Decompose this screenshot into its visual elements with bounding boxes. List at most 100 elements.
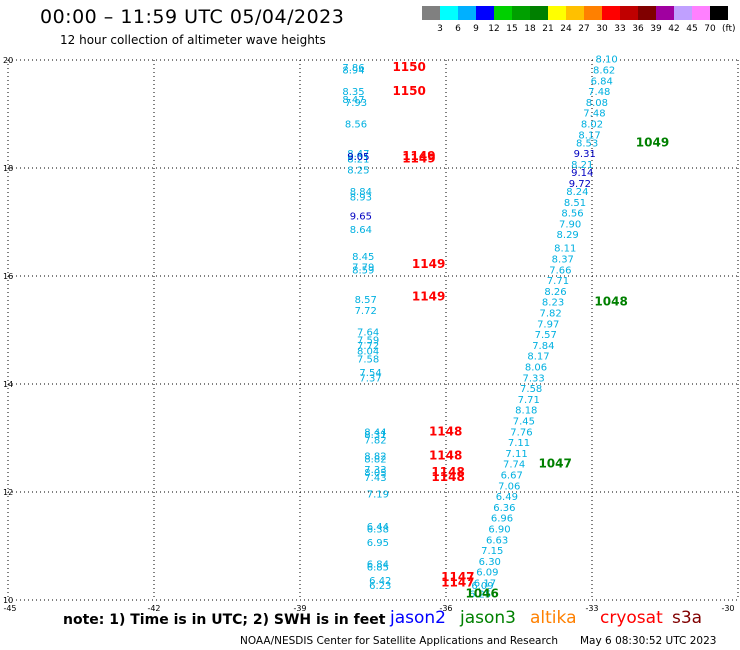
wave-height-value: 8.62 [593, 66, 615, 77]
wave-height-value: 8.37 [552, 255, 574, 266]
wave-height-value: 7.64 [357, 327, 379, 338]
legend-label: 6 [455, 24, 461, 34]
page-title: 00:00 – 11:59 UTC 05/04/2023 [40, 6, 345, 28]
y-tick-label: 18 [3, 164, 13, 173]
legend-swatch [530, 6, 548, 20]
wave-height-value: 7.11 [505, 449, 527, 460]
wave-height-value: 8.45 [352, 252, 374, 263]
wave-height-value: 7.93 [345, 98, 367, 109]
wave-height-value: 6.95 [367, 538, 389, 549]
wave-height-value: 7.84 [532, 341, 554, 352]
legend-swatch [548, 6, 566, 20]
wave-height-value: 8.04 [357, 346, 379, 357]
wave-height-value: 8.64 [350, 225, 372, 236]
wave-height-value: 7.59 [357, 336, 379, 347]
wave-height-value: 8.57 [355, 295, 377, 306]
legend-label: 24 [560, 24, 572, 34]
wave-height-value: 9.72 [569, 179, 591, 190]
pass-time-label: 1149 [412, 257, 445, 271]
legend-swatch [602, 6, 620, 20]
legend-label: (ft) [722, 24, 736, 34]
wave-height-value: 7.57 [535, 330, 557, 341]
wave-height-value: 6.84 [591, 76, 613, 87]
pass-time-label: 1147 [441, 570, 474, 584]
wave-height-value: 7.43 [364, 473, 386, 484]
wave-height-value: 8.17 [527, 352, 549, 363]
wave-height-value: 7.72 [357, 341, 379, 352]
legend-label: 45 [686, 24, 697, 34]
legend-label: 33 [614, 24, 625, 34]
wave-height-value: 7.37 [359, 373, 381, 384]
wave-height-value: 7.82 [540, 309, 562, 320]
legend-label: 42 [668, 24, 679, 34]
wave-height-value: 6.36 [493, 503, 515, 514]
pass-time-label: 1047 [538, 457, 571, 471]
legend-swatch [692, 6, 710, 20]
wave-height-value: 8.82 [364, 452, 386, 463]
wave-height-value: 8.02 [581, 120, 603, 131]
pass-time-label: 1147 [441, 576, 474, 590]
pass-time-label: 1049 [636, 135, 669, 149]
wave-height-value: 8.56 [345, 120, 367, 131]
wave-height-value: 7.33 [364, 465, 386, 476]
legend-swatch [494, 6, 512, 20]
wave-height-value: 7.71 [518, 395, 540, 406]
wave-height-value: 8.44 [364, 427, 386, 438]
wave-height-value: 8.35 [342, 87, 364, 98]
wave-height-value: 7.79 [352, 263, 374, 274]
x-tick-label: -33 [585, 604, 598, 613]
legend-label: 27 [578, 24, 589, 34]
wave-height-value: 8.21 [347, 155, 369, 166]
wave-height-value: 8.51 [564, 198, 586, 209]
legend-label: 39 [650, 24, 662, 34]
satellite-altika-label: altika [530, 608, 577, 628]
pass-time-label: 1148 [431, 465, 464, 479]
generated-timestamp: May 6 08:30:52 UTC 2023 [580, 635, 717, 647]
wave-height-value: 7.48 [583, 109, 605, 120]
wave-height-value: 7.82 [364, 435, 386, 446]
wave-height-value: 8.47 [342, 95, 364, 106]
wave-height-value: 8.06 [525, 363, 547, 374]
wave-height-value: 7.71 [547, 276, 569, 287]
legend-label: 36 [632, 24, 644, 34]
legend-swatch [620, 6, 638, 20]
wave-height-value: 8.47 [347, 149, 369, 160]
wave-height-value: 7.06 [498, 481, 520, 492]
wave-height-value: 6.63 [486, 535, 508, 546]
legend-swatch [710, 6, 728, 20]
wave-height-value: 9.31 [574, 149, 596, 160]
legend-label: 9 [473, 24, 479, 34]
legend-swatch [458, 6, 476, 20]
wave-height-value: 8.53 [576, 138, 598, 149]
legend-label: 3 [437, 24, 443, 34]
wave-height-value: 7.54 [359, 368, 381, 379]
pass-time-label: 1148 [431, 470, 464, 484]
wave-height-value: 6.25 [469, 589, 491, 600]
wave-height-value: 7.15 [481, 546, 503, 557]
legend-swatch [674, 6, 692, 20]
wave-height-value: 6.17 [474, 579, 496, 590]
y-tick-label: 10 [3, 596, 13, 605]
wave-height-value: 8.17 [578, 130, 600, 141]
wave-height-value: 8.56 [561, 209, 583, 220]
wave-height-value: 6.96 [491, 514, 513, 525]
note-text: note: 1) Time is in UTC; 2) SWH is in fe… [63, 612, 386, 628]
legend-label: 15 [506, 24, 517, 34]
legend-label: 30 [596, 24, 608, 34]
wave-height-value: 7.58 [520, 384, 542, 395]
wave-height-value: 7.19 [367, 489, 389, 500]
legend-label: 70 [704, 24, 716, 34]
credit-text: NOAA/NESDIS Center for Satellite Applica… [240, 635, 558, 647]
color-legend: 3 6 9 12 15 18 21 24 27 30 33 36 39 42 45 70 (ft) [422, 6, 736, 34]
pass-time-label: 1150 [392, 60, 425, 74]
wave-height-value: 6.85 [367, 562, 389, 573]
wave-height-value: 8.05 [347, 152, 369, 163]
wave-height-value: 8.23 [542, 298, 564, 309]
wave-height-value: 8.10 [595, 55, 617, 66]
wave-height-value: 7.33 [522, 373, 544, 384]
wave-height-value: 7.74 [503, 460, 525, 471]
legend-swatch [638, 6, 656, 20]
wave-height-value: 6.84 [367, 560, 389, 571]
wave-height-value: 6.30 [479, 557, 501, 568]
